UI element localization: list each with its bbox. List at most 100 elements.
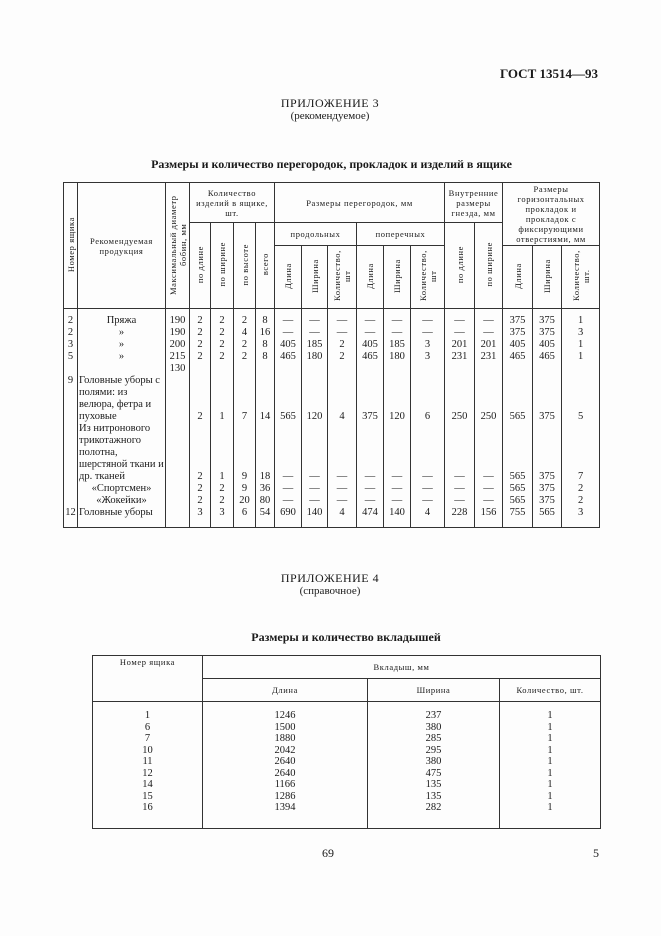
value-cell: 1 [561,351,601,363]
header-cell: по ширине [210,222,234,309]
table-row: 5» 215 2 2 2 8 465 180 2 465 180 3 231 231 465 465 1 [63,351,601,363]
value-cell: 2 [210,308,234,327]
header-text: Длина [365,263,375,289]
value-cell: — [274,495,302,507]
standard-code: ГОСТ 13514—93 [499,66,598,81]
value-cell: 375 [356,375,384,423]
value-cell: — [444,423,476,483]
header-cell: Рекомендуемая продукция [77,182,166,309]
value-cell [165,495,190,507]
value-cell: 375 [532,423,563,483]
value-cell: 1 [499,744,601,756]
value-cell [356,363,384,375]
table-title: Размеры и количество вкладышей [251,630,441,644]
value-cell: 2 [189,423,211,483]
table-row: 11 2640 380 1 [92,756,601,768]
value-cell: — [301,495,328,507]
value-cell: — [409,308,446,327]
value-cell: 755 [502,507,534,528]
value-cell: 190 [165,308,190,327]
product-cell: «Спортсмен» [77,483,166,495]
table-title: Размеры и количество перегородок, прокла… [151,157,512,171]
value-cell: 4 [327,507,357,528]
value-cell [165,375,190,423]
value-cell: 4 [409,507,446,528]
header-cell: по длине [189,222,211,309]
value-cell: 465 [502,351,534,363]
value-cell: 140 [383,507,411,528]
value-cell: 20 [233,495,256,507]
header-text: всего [260,253,270,276]
value-cell: — [327,483,357,495]
header-cell: Ширина [367,678,500,702]
value-cell: 1 [499,767,601,779]
value-cell: 2 [189,351,211,363]
value-cell: 231 [444,351,476,363]
value-cell: 9 [233,483,256,495]
value-cell [255,363,275,375]
table-row: 9 Головные уборы с полями: из велюра, фет… [63,375,601,423]
value-cell: — [383,495,411,507]
value-cell: 12 [92,767,203,779]
value-cell [474,363,504,375]
value-cell [301,363,328,375]
table-row: 16 1394 282 1 [92,802,601,829]
value-cell: 14 [92,779,203,791]
table-row: 2 Пряжа 190 2 2 2 8— — — — — — — —375 375 1 [63,308,601,327]
value-cell: 375 [502,308,534,327]
value-cell: 405 [532,339,563,351]
header-cell: Количество, шт [327,245,357,309]
value-cell: 2 [210,495,234,507]
value-cell: 1 [561,308,601,327]
value-cell: — [474,483,504,495]
product-cell [77,363,166,375]
value-cell: 185 [383,339,411,351]
value-cell: 1 [499,721,601,733]
value-cell [532,363,563,375]
value-cell: — [327,308,357,327]
value-cell: 1246 [202,701,368,722]
value-cell: 228 [444,507,476,528]
value-cell: 375 [532,483,563,495]
value-cell: 565 [274,375,302,423]
header-text: Номер ящика [65,216,76,273]
value-cell: 250 [444,375,476,423]
product-cell: Головные уборы [77,507,166,528]
value-cell: 2 [210,327,234,339]
header-cell: по ширине [474,222,504,309]
value-cell: — [474,327,504,339]
value-cell: — [301,483,328,495]
value-cell: — [444,495,476,507]
header-cell: Количество изделий в ящике, шт. [189,182,275,223]
table-row: 3» 200 2 2 2 8 405 185 2 405 185 3 201 201 405 405 1 [63,339,601,351]
value-cell: — [274,327,302,339]
value-cell: — [444,327,476,339]
value-cell [274,363,302,375]
value-cell: — [274,423,302,483]
value-cell: 180 [383,351,411,363]
value-cell: — [383,327,411,339]
value-cell: 375 [532,375,563,423]
table-row: 2» 190 2 2 4 16— — — — — — — —375 375 3 [63,327,601,339]
value-cell: 2 [210,483,234,495]
table-row: 15 1286 135 1 [92,790,601,802]
value-cell: 375 [502,327,534,339]
value-cell: 15 [92,790,203,802]
table-row: 6 1500 380 1 [92,721,601,733]
header-cell: по высоте [233,222,256,309]
value-cell [63,495,78,507]
value-cell: 2 [210,339,234,351]
value-cell: 1 [210,375,234,423]
value-cell: 5 [561,375,601,423]
header-text: Длина [512,263,523,289]
value-cell [383,363,411,375]
value-cell: 7 [233,375,256,423]
value-cell: 1394 [202,802,368,829]
value-cell: 2 [189,339,211,351]
table-row: 14 1166 135 1 [92,779,601,791]
header-cell: поперечных [355,222,446,246]
value-cell: 282 [367,802,500,829]
value-cell: 140 [301,507,328,528]
value-cell: 3 [561,327,601,339]
